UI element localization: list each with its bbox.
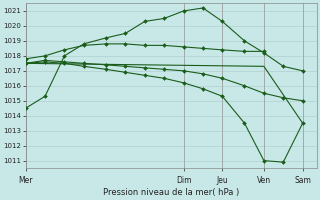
X-axis label: Pression niveau de la mer( hPa ): Pression niveau de la mer( hPa ) <box>103 188 239 197</box>
